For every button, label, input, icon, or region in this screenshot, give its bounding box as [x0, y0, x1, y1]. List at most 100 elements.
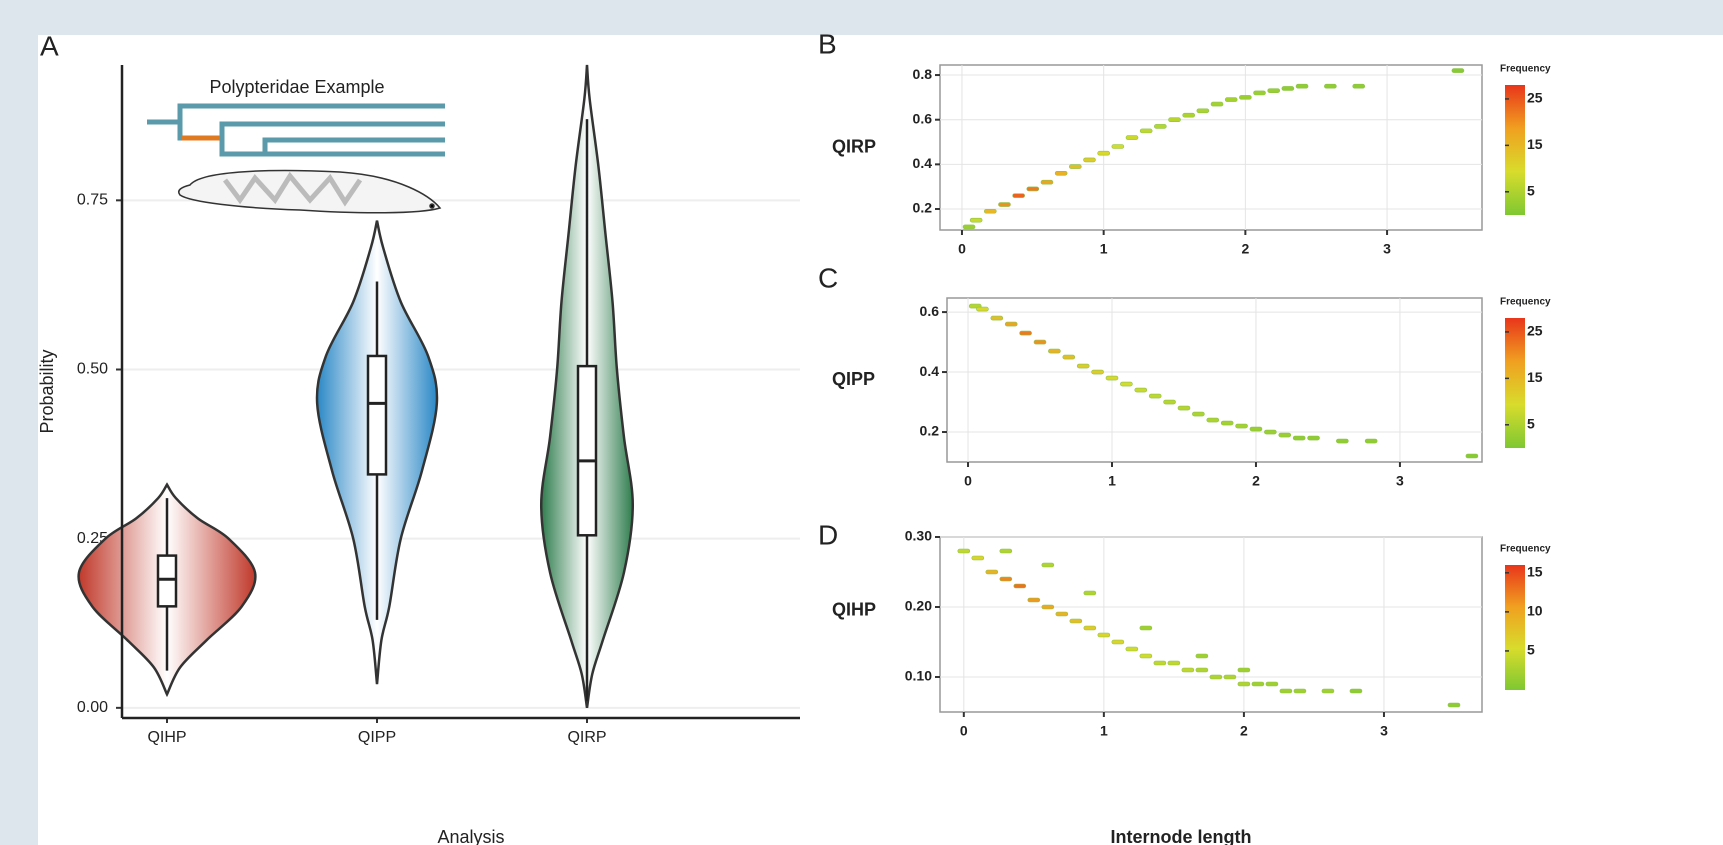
plot-frame — [939, 536, 1483, 713]
x-tick-label: QIPP — [358, 729, 396, 746]
point — [1069, 164, 1082, 169]
point — [1111, 639, 1125, 645]
point — [1267, 88, 1281, 93]
point — [1220, 420, 1234, 426]
x-tick-label: 2 — [1240, 723, 1248, 739]
point — [1055, 611, 1069, 617]
point — [1192, 411, 1205, 417]
colorbar-label: 15 — [1527, 564, 1543, 580]
point — [1223, 674, 1237, 680]
phylogeny-icon — [147, 103, 445, 157]
point — [1054, 170, 1068, 176]
point — [1465, 453, 1479, 459]
point — [1097, 150, 1110, 156]
point — [1105, 375, 1119, 381]
y-tick-label: 0.8 — [913, 66, 933, 82]
point — [957, 548, 971, 554]
point — [1167, 660, 1181, 666]
y-axis-title: QIPP — [832, 369, 875, 389]
point — [1168, 117, 1181, 123]
x-tick-label: QIRP — [567, 729, 606, 746]
point — [999, 548, 1013, 554]
point — [1134, 387, 1148, 393]
point — [1012, 193, 1025, 198]
point — [1139, 625, 1153, 631]
legend-title: Frequency — [1500, 64, 1551, 75]
point — [1447, 702, 1461, 708]
colorbar-label: 15 — [1527, 136, 1543, 152]
point — [1321, 688, 1335, 694]
colorbar-label: 25 — [1527, 90, 1543, 106]
point — [1083, 625, 1097, 631]
colorbar — [1505, 85, 1525, 215]
annotation: Polypteridae Example — [209, 77, 384, 97]
point — [1097, 632, 1111, 638]
point — [1196, 108, 1210, 114]
panel-letter: A — [40, 30, 59, 61]
point — [962, 224, 976, 230]
point — [1083, 157, 1096, 163]
point — [1111, 144, 1125, 149]
colorbar-label: 5 — [1527, 415, 1535, 431]
y-tick-label: 0.75 — [77, 192, 108, 209]
point — [1295, 83, 1309, 89]
point — [1041, 562, 1055, 568]
point — [1209, 674, 1223, 680]
x-tick-label: QIHP — [147, 729, 186, 746]
point — [1224, 97, 1238, 102]
plot-frame — [939, 64, 1483, 231]
colorbar-label: 10 — [1527, 603, 1543, 619]
point — [1324, 83, 1337, 89]
point — [1265, 681, 1279, 687]
point — [1278, 432, 1292, 438]
point — [985, 569, 999, 575]
y-tick-label: 0.00 — [77, 699, 108, 716]
colorbar-label: 5 — [1527, 642, 1535, 658]
point — [1040, 179, 1054, 185]
y-tick-label: 0.6 — [920, 303, 940, 319]
point — [1281, 86, 1295, 91]
point — [1251, 681, 1265, 687]
point — [1279, 688, 1293, 694]
point — [1364, 438, 1378, 444]
legend-title: Frequency — [1500, 544, 1551, 555]
point — [1237, 667, 1251, 673]
y-tick-label: 0.2 — [920, 423, 940, 439]
x-tick-label: 1 — [1100, 241, 1108, 257]
point — [1181, 667, 1195, 673]
x-tick-label: 0 — [960, 723, 968, 739]
x-tick-label: 1 — [1100, 723, 1108, 739]
point — [1249, 426, 1263, 432]
point — [1048, 348, 1061, 354]
point — [1293, 688, 1307, 694]
point — [1352, 83, 1366, 89]
point — [1235, 423, 1248, 429]
point — [984, 208, 997, 214]
colorbar-label: 5 — [1527, 182, 1535, 198]
point — [1148, 393, 1162, 399]
point — [1033, 339, 1047, 345]
y-tick-label: 0.50 — [77, 361, 108, 378]
point — [1091, 369, 1104, 375]
point — [1083, 590, 1097, 596]
box — [576, 364, 598, 537]
y-tick-label: 0.10 — [905, 668, 932, 684]
plot-frame — [946, 297, 1483, 463]
y-tick-label: 0.30 — [905, 528, 932, 544]
point — [1253, 90, 1266, 96]
point — [1026, 186, 1040, 192]
point — [976, 306, 989, 312]
y-tick-label: 0.20 — [905, 598, 932, 614]
colorbar — [1505, 565, 1525, 690]
panel-letter: B — [818, 28, 837, 59]
point — [1237, 681, 1251, 687]
colorbar-label: 15 — [1527, 369, 1543, 385]
x-tick-label: 0 — [964, 473, 972, 489]
point — [1210, 101, 1224, 107]
point — [1153, 660, 1167, 666]
point — [1041, 604, 1055, 610]
point — [1120, 381, 1133, 387]
point — [998, 202, 1011, 207]
point — [1019, 330, 1032, 336]
colorbar-label: 25 — [1527, 323, 1543, 339]
